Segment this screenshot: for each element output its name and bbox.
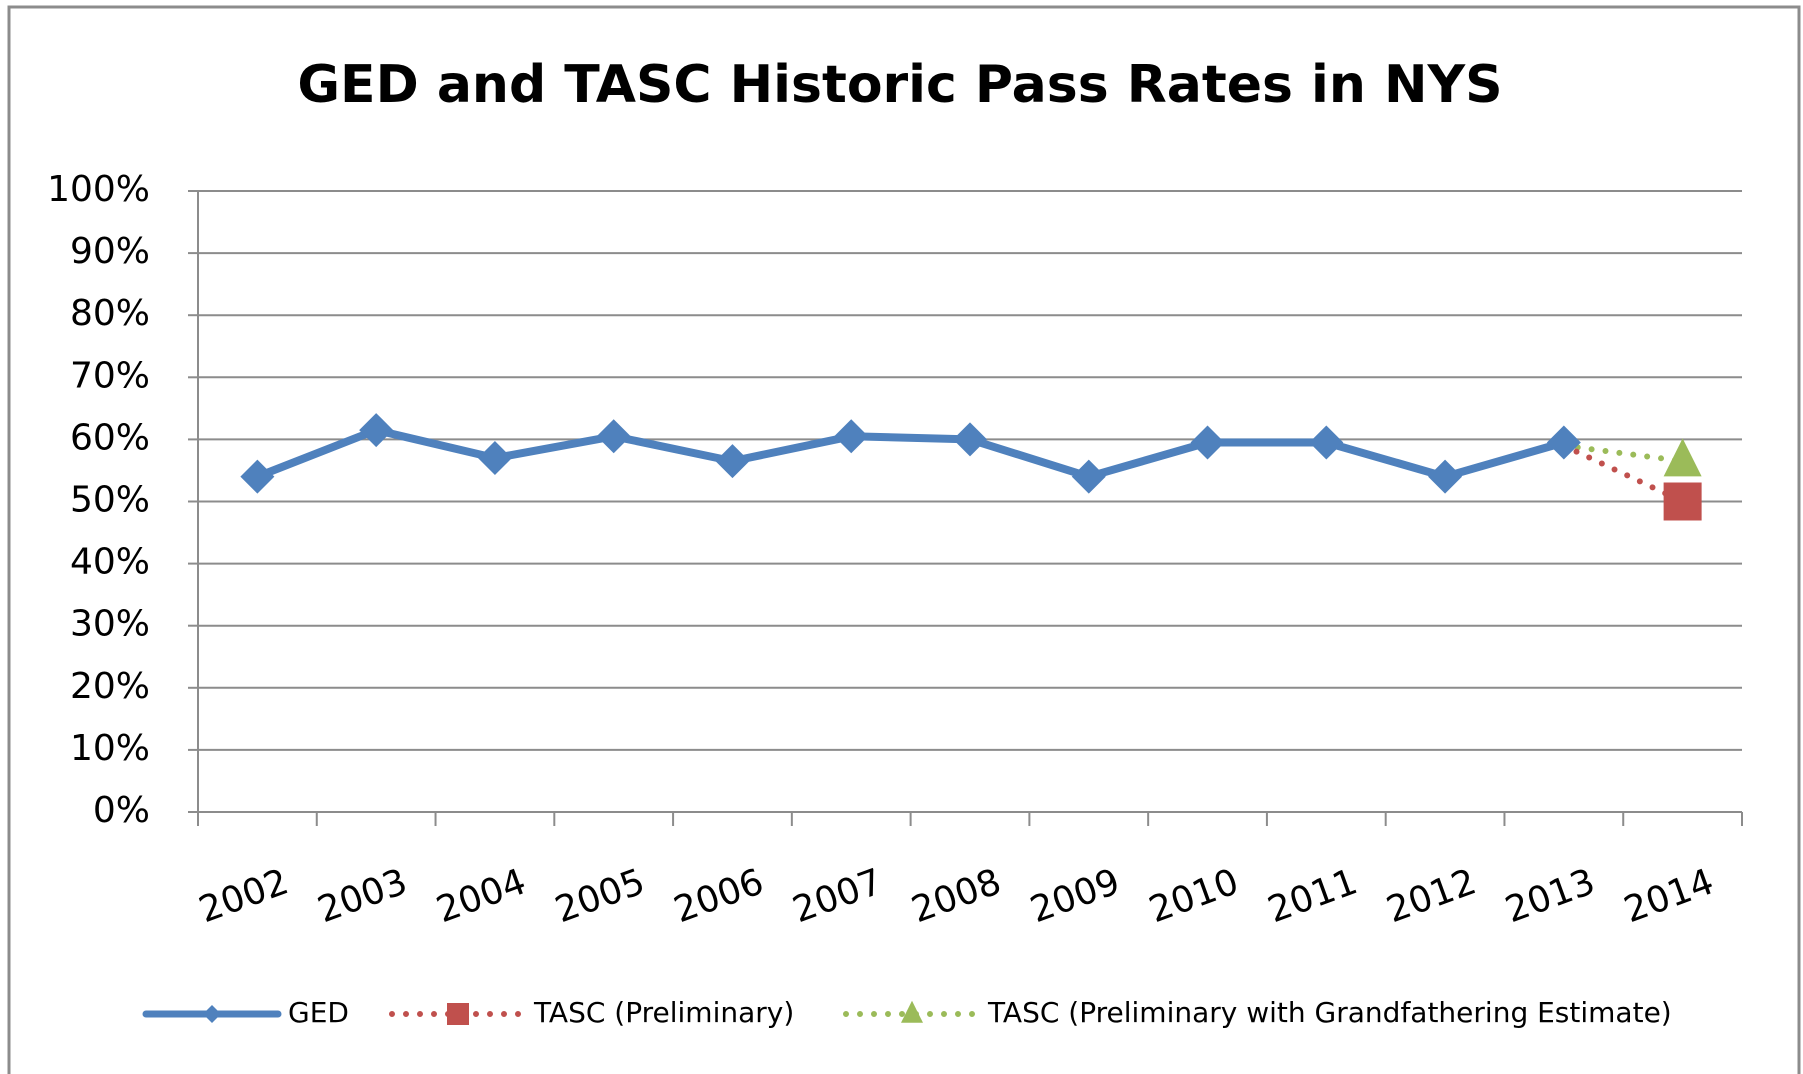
point-marker (715, 444, 750, 479)
y-tick-label: 50% (70, 480, 150, 521)
y-tick-label: 100% (47, 169, 150, 210)
legend-marker (203, 1005, 221, 1023)
point-marker (477, 441, 512, 476)
point-marker (1309, 425, 1344, 460)
point-marker (1428, 459, 1463, 494)
y-tick-label: 0% (93, 790, 150, 831)
y-tick-label: 10% (70, 728, 150, 769)
series-line (253, 426, 1568, 481)
point-marker (240, 459, 275, 494)
legend-label: TASC (Preliminary) (533, 996, 794, 1029)
y-tick-label: 40% (70, 542, 150, 583)
point-marker (1071, 459, 1106, 494)
point-marker (1663, 482, 1702, 521)
y-tick-label: 30% (70, 604, 150, 645)
y-tick-label: 60% (70, 417, 150, 458)
point-marker (834, 419, 869, 454)
y-tick-label: 80% (70, 293, 150, 334)
chart-frame (7, 5, 1801, 1074)
point-marker (1546, 425, 1581, 460)
y-tick-label: 70% (70, 355, 150, 396)
series-line (1560, 442, 1686, 465)
y-tick-label: 90% (70, 231, 150, 272)
point-marker (1663, 438, 1702, 477)
legend-marker (447, 1003, 469, 1025)
legend-label: TASC (Preliminary with Grandfathering Es… (987, 996, 1672, 1029)
chart-title: GED and TASC Historic Pass Rates in NYS (297, 55, 1502, 115)
y-tick-label: 20% (70, 666, 150, 707)
point-marker (953, 422, 987, 457)
point-marker (596, 419, 631, 454)
point-marker (359, 413, 394, 448)
legend-label: GED (288, 996, 349, 1029)
series-line (1560, 442, 1686, 505)
point-marker (1190, 425, 1225, 460)
legend-marker (901, 1000, 923, 1023)
